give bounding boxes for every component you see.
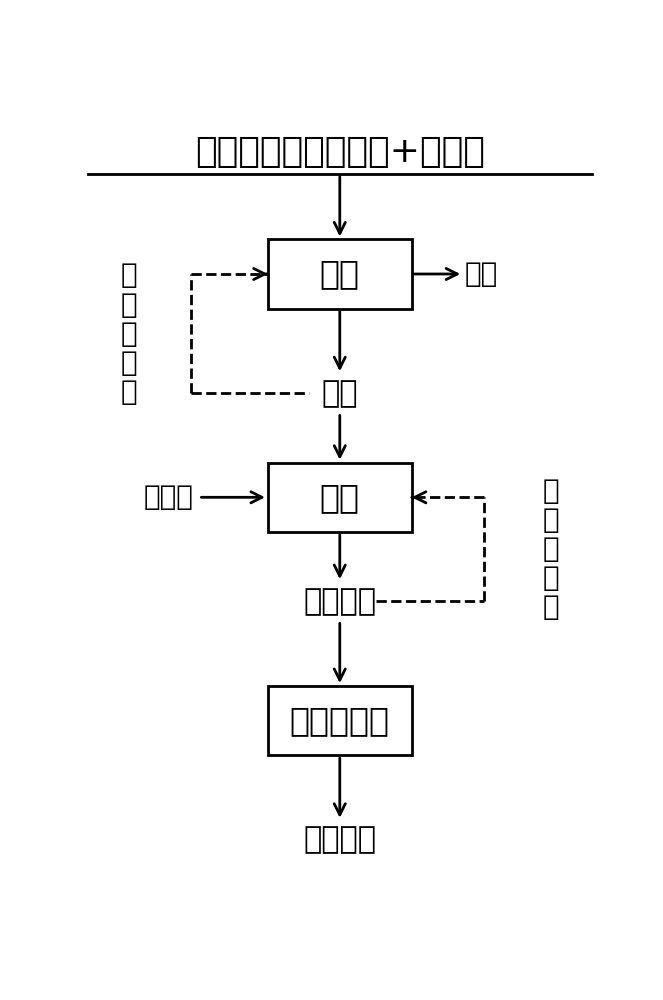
Bar <box>268 239 412 309</box>
Text: 浸出剂: 浸出剂 <box>143 483 194 511</box>
Text: 高纯石墨: 高纯石墨 <box>303 825 377 854</box>
Text: 石墨化处理: 石墨化处理 <box>290 704 390 737</box>
Text: 提纯: 提纯 <box>320 481 360 514</box>
Bar <box>268 463 412 532</box>
Text: 高纯碳粉: 高纯碳粉 <box>303 587 377 616</box>
Text: 碳粉: 碳粉 <box>322 379 358 408</box>
Text: 铜箔: 铜箔 <box>465 260 498 288</box>
Text: 废旧电池碳材料负极+分离剂: 废旧电池碳材料负极+分离剂 <box>195 135 485 169</box>
Text: 浸
出
剂
回
用: 浸 出 剂 回 用 <box>542 477 559 621</box>
Text: 分离: 分离 <box>320 257 360 290</box>
Bar <box>268 686 412 755</box>
Text: 分
离
剂
回
用: 分 离 剂 回 用 <box>121 261 137 406</box>
